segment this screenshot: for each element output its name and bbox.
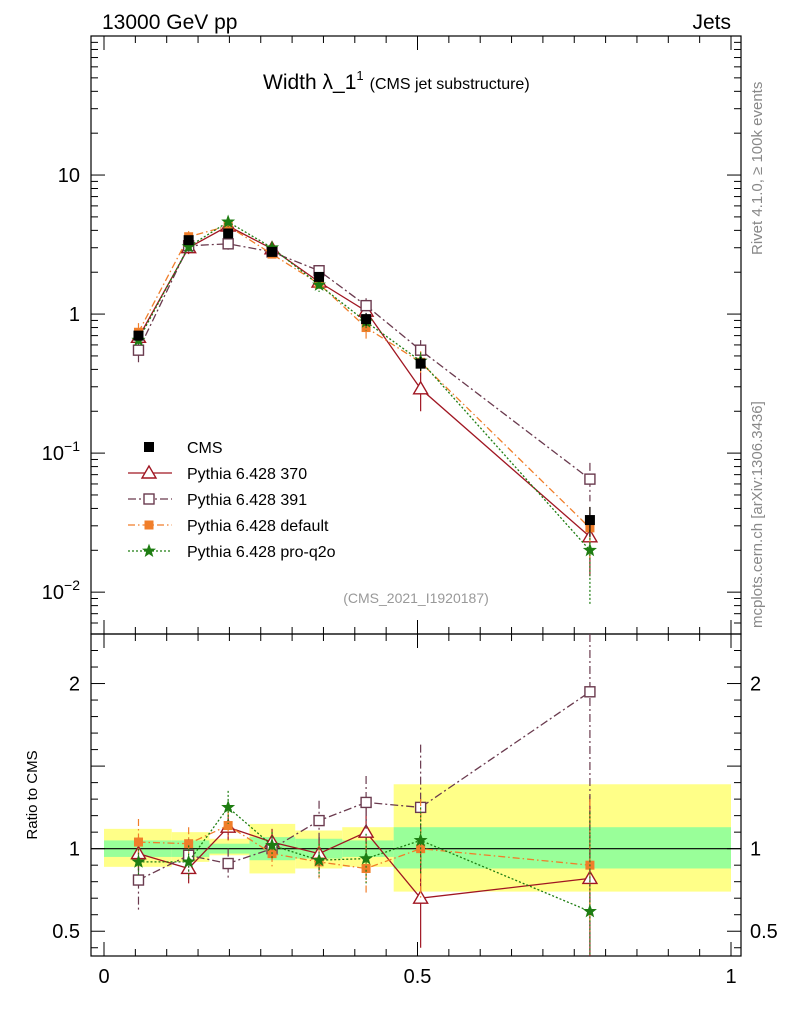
ratio-point-series-3 <box>181 854 196 868</box>
ratio-line-series-0 <box>138 826 590 899</box>
legend-label-series-2: Pythia 6.428 default <box>187 518 329 535</box>
main-point-data <box>133 330 144 341</box>
legend-label-series-1: Pythia 6.428 391 <box>187 492 307 509</box>
legend-marker-series-1 <box>143 493 155 505</box>
x-tick-label: 0.5 <box>404 966 432 988</box>
ratio-point-series-2 <box>223 821 233 831</box>
main-point-data <box>223 228 234 239</box>
ratio-point-series-3 <box>265 838 280 852</box>
ratio-point-series-1 <box>132 874 145 886</box>
main-point-data <box>267 246 278 257</box>
ratio-point-series-0 <box>357 823 375 838</box>
main-ytick-base: 10 <box>42 582 64 604</box>
ratio-ytick-label: 0.5 <box>52 921 80 943</box>
analysis-id: (CMS_2021_I1920187) <box>343 590 489 606</box>
main-line-series-3 <box>137 221 591 551</box>
main-series <box>130 214 599 606</box>
ratio-ytick-label: 2 <box>69 674 80 696</box>
main-ytick-label: 10−2 <box>42 577 80 604</box>
ratio-point-series-1 <box>360 796 372 809</box>
mcplots-label: mcplots.cern.ch [arXiv:1306.3436] <box>749 401 766 628</box>
main-ytick-exp: −2 <box>64 577 80 593</box>
plot-frames <box>90 35 742 957</box>
ratio-frame <box>90 633 742 957</box>
main-line-series-0 <box>137 225 591 538</box>
legend-label-series-0: Pythia 6.428 370 <box>187 466 307 483</box>
main-line-series-2 <box>137 225 591 529</box>
ratio-line-series-1 <box>138 691 591 881</box>
title-sup: 1 <box>356 68 363 83</box>
main-point-data <box>361 314 372 325</box>
main-ytick-label: 1 <box>69 304 80 326</box>
header-right: Jets <box>692 11 731 34</box>
title-main: Width λ_1 <box>263 71 356 94</box>
legend-label-data: CMS <box>187 440 223 457</box>
ratio-point-series-2 <box>361 863 371 873</box>
plot-title: Width λ_11 (CMS jet substructure) <box>263 68 530 94</box>
main-ytick-exp: −1 <box>64 438 80 454</box>
legend-marker-series-3 <box>141 543 157 558</box>
legend-marker-series-0 <box>140 464 158 479</box>
ratio-ytick-label-right: 0.5 <box>750 921 778 943</box>
main-point-data <box>415 358 426 369</box>
main-point-series-3 <box>221 214 236 228</box>
ratio-point-series-3 <box>312 852 327 867</box>
ratio-point-series-2 <box>133 837 143 847</box>
x-tick-label: 1 <box>725 966 736 988</box>
main-point-series-1 <box>584 473 596 485</box>
legend-label-series-3: Pythia 6.428 pro-q2o <box>187 544 336 561</box>
legend: CMS Pythia 6.428 370 Pythia 6.428 391 Pythi… <box>128 440 336 561</box>
main-ytick-label: 10 <box>58 165 80 187</box>
ratio-ylabel: Ratio to CMS <box>24 750 41 839</box>
ratio-point-series-3 <box>413 833 428 847</box>
x-tick-label: 0 <box>98 966 109 988</box>
header-left: 13000 GeV pp <box>102 11 237 34</box>
ratio-ytick-label-right: 1 <box>750 839 761 861</box>
ratio-point-series-1 <box>584 686 596 698</box>
main-point-data <box>584 515 595 526</box>
ratio-point-series-3 <box>359 851 374 865</box>
title-sub: (CMS jet substructure) <box>370 76 530 93</box>
main-point-series-1 <box>132 344 145 356</box>
legend-marker-data <box>144 442 154 452</box>
main-point-series-3 <box>312 277 327 291</box>
main-point-data <box>314 271 325 282</box>
ratio-line-series-2 <box>138 824 590 870</box>
main-point-series-1 <box>222 238 234 250</box>
main-point-data <box>183 235 194 246</box>
ratio-band-inner-6 <box>393 827 731 869</box>
main-ytick-base: 10 <box>42 443 64 465</box>
main-line-series-1 <box>137 243 591 480</box>
ratio-line-series-3 <box>138 806 591 912</box>
main-point-series-0 <box>412 380 429 395</box>
ratio-ytick-label: 1 <box>69 839 80 861</box>
ratio-point-series-3 <box>221 800 236 814</box>
main-point-series-3 <box>582 542 597 557</box>
ratio-point-series-2 <box>184 839 194 849</box>
main-point-series-1 <box>360 299 372 312</box>
ratio-series <box>130 634 599 956</box>
legend-marker-series-2 <box>144 520 154 530</box>
ratio-point-series-1 <box>222 857 234 870</box>
ratio-ytick-label-right: 2 <box>750 674 761 696</box>
main-ytick-label: 10−1 <box>42 438 80 465</box>
ratio-point-series-3 <box>582 904 597 918</box>
rivet-label: Rivet 4.1.0, ≥ 100k events <box>749 82 766 255</box>
ratio-point-series-3 <box>131 854 146 868</box>
ratio-point-series-1 <box>313 814 325 827</box>
